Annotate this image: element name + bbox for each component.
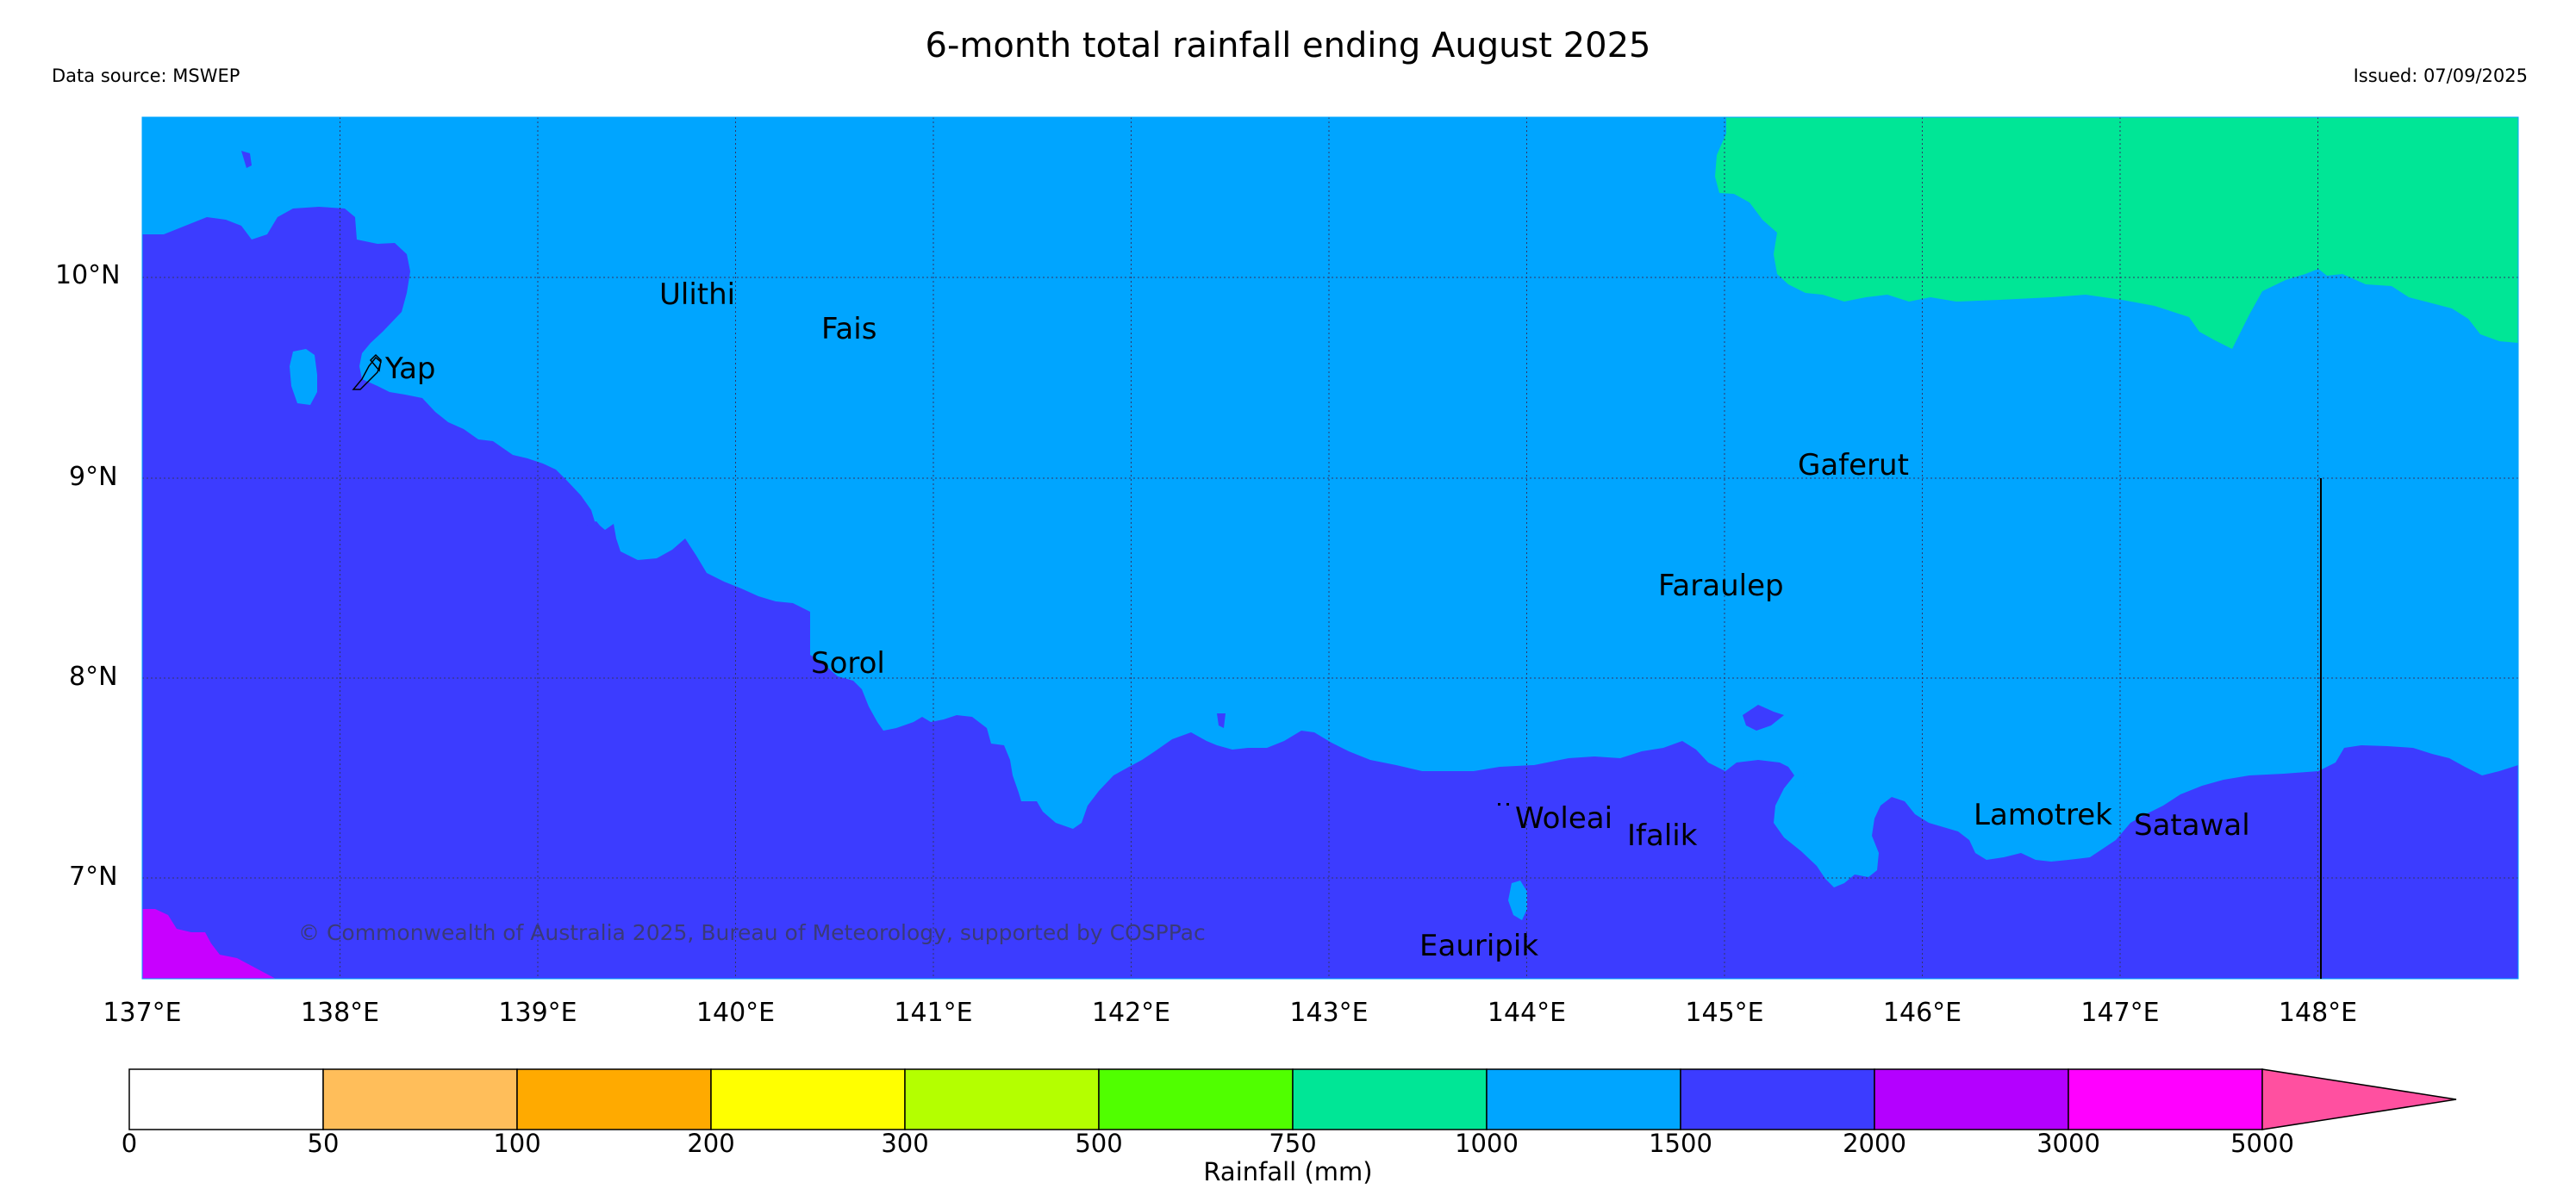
lat-label: 7°N [69,862,118,892]
atoll-marker [1498,803,1500,806]
colorbar-tick-label: 1500 [1649,1129,1712,1158]
colorbar-segment [1098,1068,1294,1130]
colorbar-segment [710,1068,906,1130]
colorbar-tick-label: 1000 [1455,1129,1519,1158]
place-label-sorol: Sorol [811,646,885,681]
rainfall-band-750-1000 [1715,117,2518,349]
place-label-eauripik: Eauripik [1419,929,1539,963]
lon-label: 139°E [498,998,577,1028]
colorbar-tick-label: 5000 [2230,1129,2294,1158]
rainfall-band-1500-2000-patch [241,151,252,168]
colorbar-tick-label: 2000 [1843,1129,1906,1158]
rainfall-band-1000-1500-patch [1508,881,1527,920]
issued-date-label: Issued: 07/09/2025 [2353,65,2528,86]
colorbar-tick-label: 3000 [2036,1129,2100,1158]
place-label-woleai: Woleai [1515,801,1613,836]
rainfall-band-1500-2000-patch [1217,713,1226,728]
lat-label: 10°N [55,260,121,290]
lon-label: 140°E [695,998,776,1028]
colorbar [128,1068,2457,1130]
yap-island-shape [352,353,382,390]
data-source-label: Data source: MSWEP [52,65,240,86]
lat-label: 8°N [69,662,118,692]
colorbar-segment [128,1068,324,1130]
place-label-yap: Yap [385,352,436,386]
rainfall-band-1500-2000-patch [1743,705,1784,731]
lon-label: 146°E [1882,998,1962,1028]
place-label-gaferut: Gaferut [1798,448,1909,482]
rainfall-fields [142,117,2518,979]
colorbar-tick-label: 750 [1269,1129,1317,1158]
colorbar-segment [904,1068,1100,1130]
lon-label: 142°E [1091,998,1171,1028]
colorbar-tick-label: 50 [307,1129,340,1158]
colorbar-segment [516,1068,712,1130]
colorbar-tick-label: 200 [687,1129,735,1158]
copyright-notice: © Commonwealth of Australia 2025, Bureau… [298,920,1206,945]
colorbar-tick-label: 100 [493,1129,541,1158]
map-gridlines [142,117,2518,979]
lon-label: 144°E [1487,998,1567,1028]
place-label-ifalik: Ifalik [1627,819,1698,853]
colorbar-segment [322,1068,518,1130]
place-label-lamotrek: Lamotrek [1974,798,2112,832]
colorbar-segment [1874,1068,2069,1130]
lat-label: 9°N [69,462,118,492]
colorbar-extend-arrow [2261,1068,2457,1130]
lon-label: 148°E [2278,998,2358,1028]
colorbar-tick-label: 300 [881,1129,929,1158]
colorbar-tick-label: 500 [1075,1129,1123,1158]
map-title: 6-month total rainfall ending August 202… [925,26,1651,65]
place-label-fais: Fais [821,312,877,346]
colorbar-segment [1680,1068,1875,1130]
rainfall-band-1500-2000 [142,207,2518,979]
rainfall-band-3000-5000 [142,909,276,979]
lon-label: 141°E [894,998,973,1028]
lon-label: 137°E [103,998,182,1028]
map-frame [141,116,2519,980]
colorbar-tick-label: 0 [121,1129,138,1158]
lon-label: 147°E [2080,998,2160,1028]
place-label-ulithi: Ulithi [659,277,736,312]
place-label-faraulep: Faraulep [1658,569,1784,603]
rainfall-band-1500-2000-patch [584,521,603,541]
lon-label: 145°E [1685,998,1764,1028]
rainfall-band-1000-1500-patch [1803,772,1832,794]
colorbar-segment [1486,1068,1681,1130]
lon-label: 138°E [300,998,380,1028]
colorbar-label: Rainfall (mm) [1203,1157,1373,1186]
lon-label: 143°E [1289,998,1369,1028]
atoll-marker [1506,803,1509,806]
colorbar-segment [1292,1068,1488,1130]
colorbar-segment [2068,1068,2263,1130]
place-label-satawal: Satawal [2134,808,2250,843]
rainfall-band-1000-1500-patch [290,349,317,405]
